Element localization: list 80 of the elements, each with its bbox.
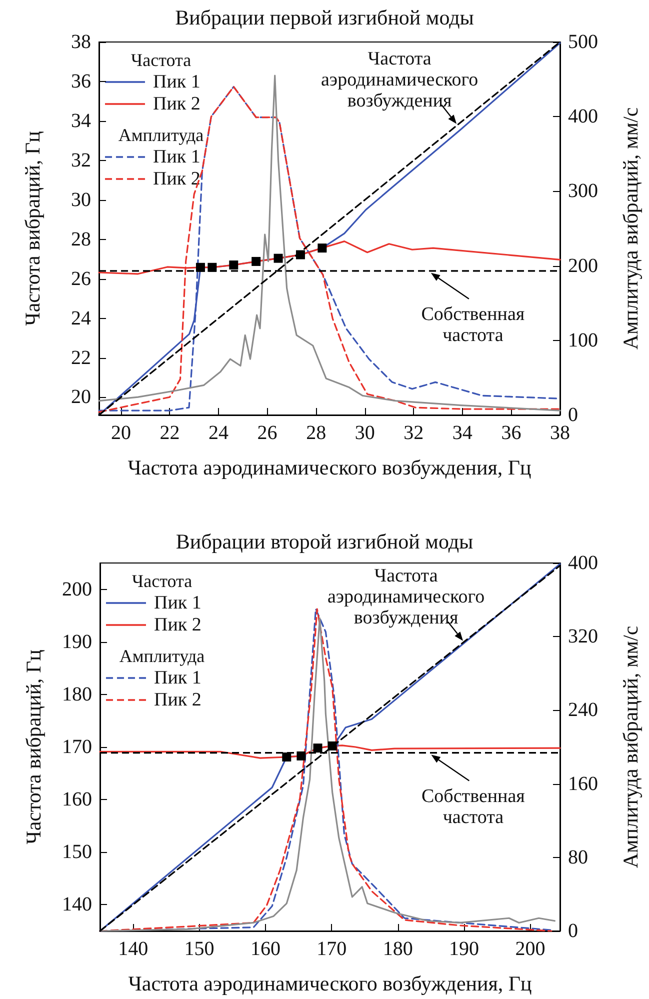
x-tick-label: 170 [316, 938, 347, 960]
y2-tick-label: 80 [568, 846, 588, 868]
annotation: Частота [132, 571, 192, 591]
y-tick-label: 200 [62, 578, 92, 600]
point [274, 254, 283, 263]
x-axis-title: Частота аэродинамического возбуждения, Гц [128, 456, 532, 480]
x-tick-label: 20 [110, 422, 131, 444]
y-tick-label: 30 [71, 188, 91, 211]
x-tick-label: 180 [382, 938, 413, 960]
point [229, 260, 238, 270]
x-tick-label: 24 [208, 422, 229, 444]
x-tick-label: 26 [257, 422, 278, 444]
chart-title: Вибрации первой изгибной моды [175, 6, 474, 30]
point [282, 752, 292, 762]
x-tick-label: 200 [515, 938, 546, 960]
chart-title: Вибрации второй изгибной моды [176, 530, 474, 554]
y2-tick-label: 200 [568, 254, 598, 277]
x-tick-label: 32 [404, 422, 424, 444]
y-tick-label: 20 [71, 386, 91, 408]
y-tick-label: 32 [71, 149, 91, 172]
x-tick-label: 30 [354, 422, 375, 444]
x-tick-label: 36 [501, 422, 522, 444]
y-axis-title: Частота вибраций, Гц [20, 131, 44, 326]
x-axis-title: Частота аэродинамического возбуждения, Гц [128, 972, 532, 996]
ref-line-label: Собственная частота [422, 786, 526, 828]
y2-axis-title: Амплитуда вибраций, мм/с [618, 107, 642, 350]
y-tick-label: 160 [62, 788, 92, 811]
point [328, 741, 337, 750]
y2-tick-label: 0 [568, 920, 578, 942]
x-tick-label: 150 [184, 938, 214, 960]
legend-label: Пик 2 [154, 614, 202, 636]
annotation: Частота [130, 50, 192, 70]
x-tick-label: 160 [250, 938, 280, 960]
x-tick-label: 28 [306, 422, 326, 444]
ref-line-label: Собственная частота [421, 304, 525, 346]
y-tick-label: 22 [71, 346, 91, 369]
y2-tick-label: 400 [568, 552, 598, 574]
point [318, 244, 327, 253]
y-tick-label: 140 [62, 894, 92, 916]
y2-tick-label: 500 [568, 31, 598, 53]
y-tick-label: 150 [62, 841, 92, 864]
legend-label: Пик 2 [153, 94, 200, 114]
x-tick-label: 140 [118, 938, 148, 960]
annotation: Частота аэродинамического возбуждения [327, 565, 485, 628]
annotation: Частота аэродинамического возбуждения [320, 48, 478, 112]
y-tick-label: 28 [71, 228, 91, 250]
point [252, 256, 261, 266]
point [208, 262, 217, 272]
x-tick-label: 22 [160, 422, 180, 444]
y-tick-label: 34 [71, 110, 91, 132]
y-tick-label: 38 [71, 31, 91, 53]
y2-tick-label: 400 [568, 106, 598, 128]
legend-label: Пик 1 [154, 668, 202, 688]
annotation: Амплитуда [119, 646, 205, 666]
x-tick-label: 190 [449, 938, 480, 960]
y2-tick-label: 320 [568, 626, 598, 648]
point [313, 744, 322, 753]
y-tick-label: 180 [62, 683, 92, 706]
y-tick-label: 170 [62, 736, 92, 758]
legend-label: Пик 2 [154, 690, 202, 710]
point [196, 262, 205, 272]
y2-tick-label: 0 [568, 404, 578, 426]
y-tick-label: 24 [71, 307, 91, 330]
y2-axis-title: Амплитуда вибраций, мм/с [618, 626, 642, 868]
legend-label: Пик 1 [153, 72, 200, 92]
x-tick-label: 34 [452, 422, 472, 444]
y-axis-title: Частота вибраций, Гц [22, 650, 46, 844]
y-tick-label: 190 [62, 630, 92, 653]
legend-label: Пик 1 [153, 146, 200, 168]
x-tick-label: 38 [550, 422, 570, 444]
y2-tick-label: 100 [568, 329, 598, 352]
point [296, 751, 306, 760]
y-tick-label: 26 [71, 268, 91, 290]
y2-tick-label: 160 [568, 772, 598, 795]
point [296, 250, 305, 260]
y2-tick-label: 240 [568, 699, 598, 722]
legend-label: Пик 1 [154, 592, 202, 614]
y-tick-label: 36 [71, 70, 91, 92]
annotation: Амплитуда [118, 125, 204, 145]
y2-tick-label: 300 [568, 180, 598, 202]
